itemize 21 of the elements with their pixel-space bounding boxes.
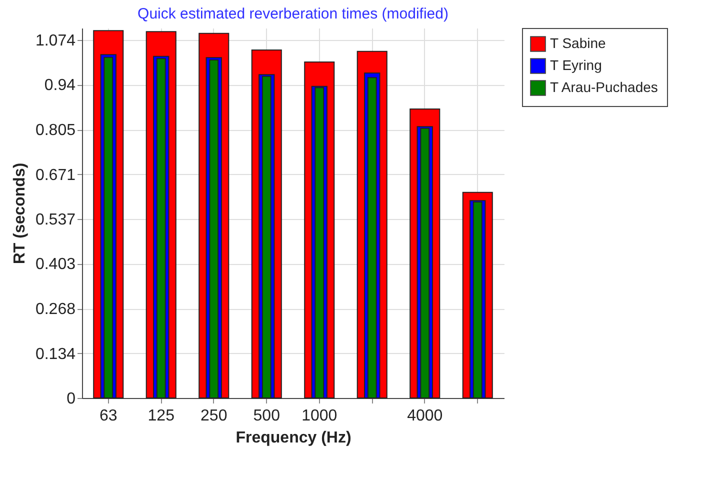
y-tick-label: 1.074 xyxy=(35,32,76,50)
x-tick-label: 4000 xyxy=(407,408,443,424)
y-tick-label: 0.805 xyxy=(35,122,76,140)
x-tick-label: 63 xyxy=(99,408,118,424)
legend-label: T Eyring xyxy=(550,57,602,73)
y-tick-label: 0.94 xyxy=(44,77,76,94)
x-axis-title: Frequency (Hz) xyxy=(236,430,352,446)
y-tick-label: 0.134 xyxy=(35,346,76,363)
y-tick-label: 0.671 xyxy=(35,166,76,184)
y-tick-label: 0.537 xyxy=(35,212,76,228)
chart-title: Quick estimated reverberation times (modified) xyxy=(138,6,448,22)
y-tick-label: 0.268 xyxy=(35,301,76,318)
y-axis-title: RT (seconds) xyxy=(11,162,28,264)
x-tick-label: 250 xyxy=(200,408,228,424)
x-tick-label: 500 xyxy=(253,408,280,424)
x-tick-label: 125 xyxy=(148,408,175,424)
legend-label: T Arau-Puchades xyxy=(550,79,658,95)
legend-label: T Sabine xyxy=(550,35,606,51)
y-tick-label: 0.403 xyxy=(35,256,76,274)
y-tick-label: 0 xyxy=(66,390,76,408)
x-tick-label: 1000 xyxy=(302,408,338,424)
